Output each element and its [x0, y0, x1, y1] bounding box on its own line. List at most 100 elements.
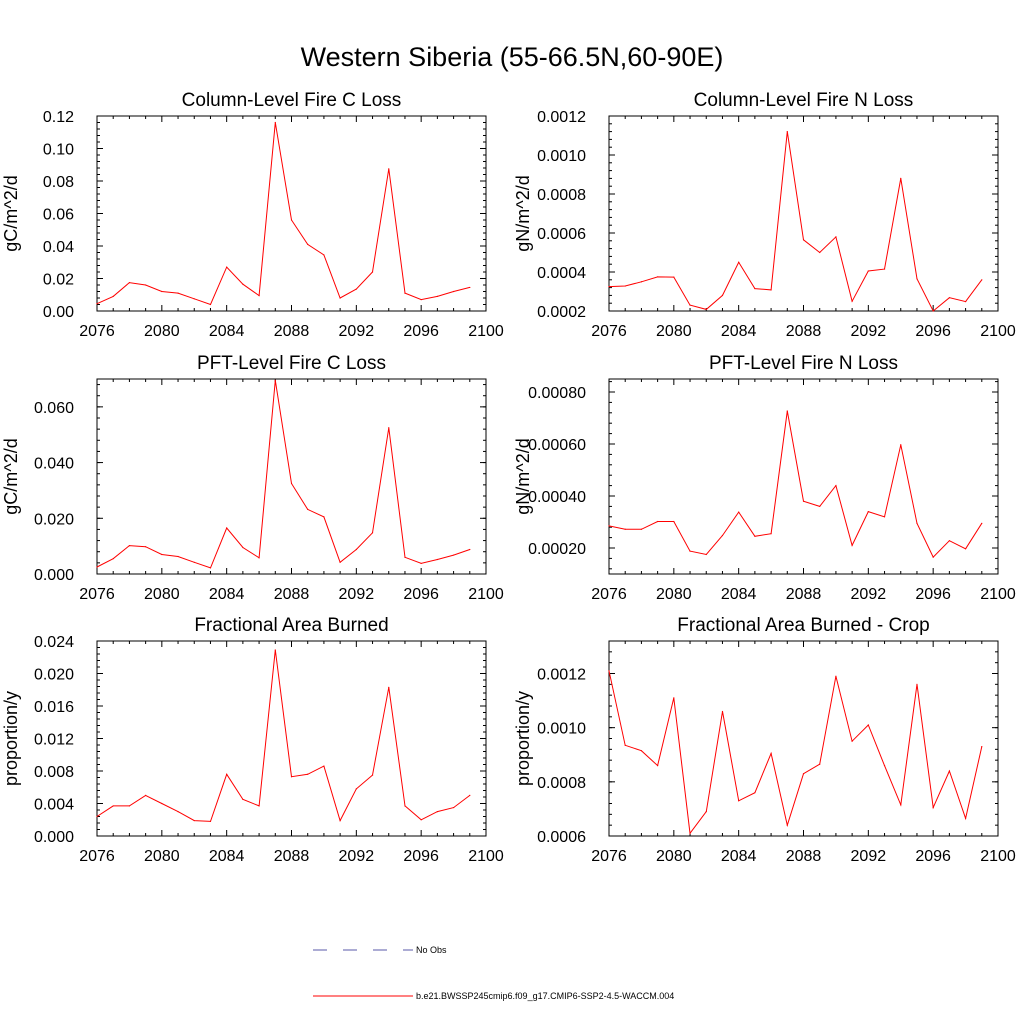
x-tick-label: 2076 — [79, 586, 115, 603]
data-point — [948, 770, 950, 772]
y-tick-label: 0.020 — [34, 667, 74, 684]
y-tick-label: 0.000 — [34, 829, 74, 846]
data-point — [404, 292, 406, 294]
data-point — [770, 289, 772, 291]
x-tick-label: 2084 — [209, 323, 245, 340]
data-point — [420, 819, 422, 821]
data-point — [436, 295, 438, 297]
x-tick-label: 2096 — [403, 323, 439, 340]
plot-frame — [96, 378, 487, 575]
data-point — [112, 295, 114, 297]
y-tick-label: 0.00060 — [528, 437, 586, 454]
x-tick-label: 2084 — [721, 323, 757, 340]
panel-title: Fractional Area Burned - Crop — [677, 615, 929, 636]
x-tick-label: 2096 — [915, 586, 951, 603]
data-point — [964, 548, 967, 550]
data-point — [883, 764, 886, 767]
data-point — [355, 288, 357, 290]
plot-frame — [608, 378, 999, 575]
data-point — [883, 516, 886, 518]
chart-panel-4: 2076 2080 2084 2088 2092 2096 2100 0.00020 0.000… — [513, 353, 1016, 603]
data-point — [258, 294, 260, 297]
data-point — [355, 788, 357, 790]
data-point — [388, 427, 390, 429]
x-tick-label: 2076 — [79, 323, 115, 340]
y-axis-label: gN/m^2/d — [513, 438, 533, 514]
data-point — [193, 561, 195, 563]
panel-title: PFT-Level Fire N Loss — [709, 353, 898, 374]
data-point — [469, 548, 471, 551]
y-tick-label: 0.020 — [34, 511, 74, 528]
data-point — [673, 276, 675, 278]
x-tick-label: 2084 — [209, 848, 245, 865]
plot-frame — [96, 640, 487, 837]
data-point — [112, 805, 114, 807]
y-tick-label: 0.000 — [34, 567, 74, 584]
data-point — [916, 278, 918, 280]
y-tick-label: 0.060 — [34, 400, 74, 417]
series-line — [608, 131, 983, 312]
data-point — [754, 792, 756, 794]
data-point — [786, 410, 788, 412]
data-point — [900, 804, 902, 806]
data-point — [624, 528, 626, 530]
x-tick-label: 2080 — [144, 848, 180, 865]
data-point — [640, 528, 643, 530]
x-tick-label: 2092 — [339, 848, 375, 865]
y-tick-label: 0.012 — [34, 732, 74, 749]
data-point — [802, 773, 805, 775]
data-point — [981, 746, 983, 748]
data-point — [307, 773, 309, 775]
y-tick-label: 0.00040 — [528, 489, 586, 506]
x-tick-label: 2100 — [468, 848, 504, 865]
y-tick-label: 0.0004 — [537, 265, 586, 282]
plot-frame — [608, 115, 999, 312]
data-point — [900, 444, 902, 446]
data-point — [420, 562, 422, 565]
data-point — [145, 794, 147, 796]
data-point — [193, 298, 195, 300]
data-point — [689, 832, 691, 834]
data-point — [754, 535, 756, 537]
data-point — [323, 516, 325, 518]
data-point — [145, 284, 147, 286]
data-point — [339, 561, 341, 563]
y-axis-label: proportion/y — [1, 691, 21, 786]
chart-panel-1: 2076 2080 2084 2088 2092 2096 2100 0.00 0.02 0.04… — [1, 90, 504, 340]
data-point — [371, 774, 374, 776]
data-point — [657, 764, 659, 767]
x-tick-label: 2092 — [851, 848, 887, 865]
y-tick-label: 0.0008 — [537, 187, 586, 204]
data-point — [145, 546, 147, 548]
data-point — [452, 290, 455, 293]
data-point — [371, 271, 374, 273]
data-point — [770, 752, 772, 754]
x-tick-label: 2088 — [786, 586, 822, 603]
y-tick-label: 0.008 — [34, 764, 74, 781]
y-tick-label: 0.0012 — [537, 667, 586, 684]
chart-panels: 2076 2080 2084 2088 2092 2096 2100 0.00 0.02 0.04… — [1, 90, 1016, 865]
data-point — [355, 548, 357, 551]
data-point — [948, 297, 950, 299]
data-point — [307, 243, 309, 245]
panel-title: Column-Level Fire C Loss — [182, 90, 402, 111]
y-axis-label: proportion/y — [513, 691, 533, 786]
panel-title: PFT-Level Fire C Loss — [197, 353, 386, 374]
data-point — [932, 310, 934, 312]
legend-model-label: b.e21.BWSSP245cmip6.f09_g17.CMIP6-SSP2-4… — [416, 991, 674, 1001]
data-point — [819, 763, 821, 765]
series-line — [96, 649, 471, 822]
data-point — [128, 544, 131, 547]
data-point — [819, 251, 821, 254]
data-point — [851, 300, 853, 302]
y-tick-label: 0.00080 — [528, 385, 586, 402]
data-point — [209, 820, 212, 822]
data-point — [624, 744, 626, 746]
y-tick-label: 0.024 — [34, 634, 74, 651]
x-tick-label: 2100 — [468, 586, 504, 603]
x-tick-label: 2100 — [468, 323, 504, 340]
x-tick-label: 2076 — [591, 586, 627, 603]
data-point — [469, 794, 471, 796]
data-point — [981, 522, 983, 524]
y-tick-label: 0.10 — [43, 142, 74, 159]
